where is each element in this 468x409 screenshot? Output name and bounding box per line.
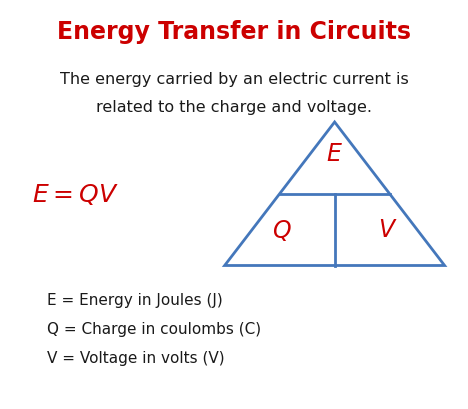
Text: $E$: $E$ bbox=[326, 143, 343, 166]
Text: V = Voltage in volts (V): V = Voltage in volts (V) bbox=[47, 350, 225, 365]
Text: related to the charge and voltage.: related to the charge and voltage. bbox=[96, 100, 372, 115]
Text: $Q$: $Q$ bbox=[272, 218, 292, 243]
Text: Q = Charge in coulombs (C): Q = Charge in coulombs (C) bbox=[47, 321, 261, 336]
Text: E = Energy in Joules (J): E = Energy in Joules (J) bbox=[47, 292, 223, 308]
Text: The energy carried by an electric current is: The energy carried by an electric curren… bbox=[59, 72, 409, 87]
Text: $E = QV$: $E = QV$ bbox=[31, 182, 118, 207]
Text: $V$: $V$ bbox=[378, 218, 397, 242]
Text: Energy Transfer in Circuits: Energy Transfer in Circuits bbox=[57, 20, 411, 45]
